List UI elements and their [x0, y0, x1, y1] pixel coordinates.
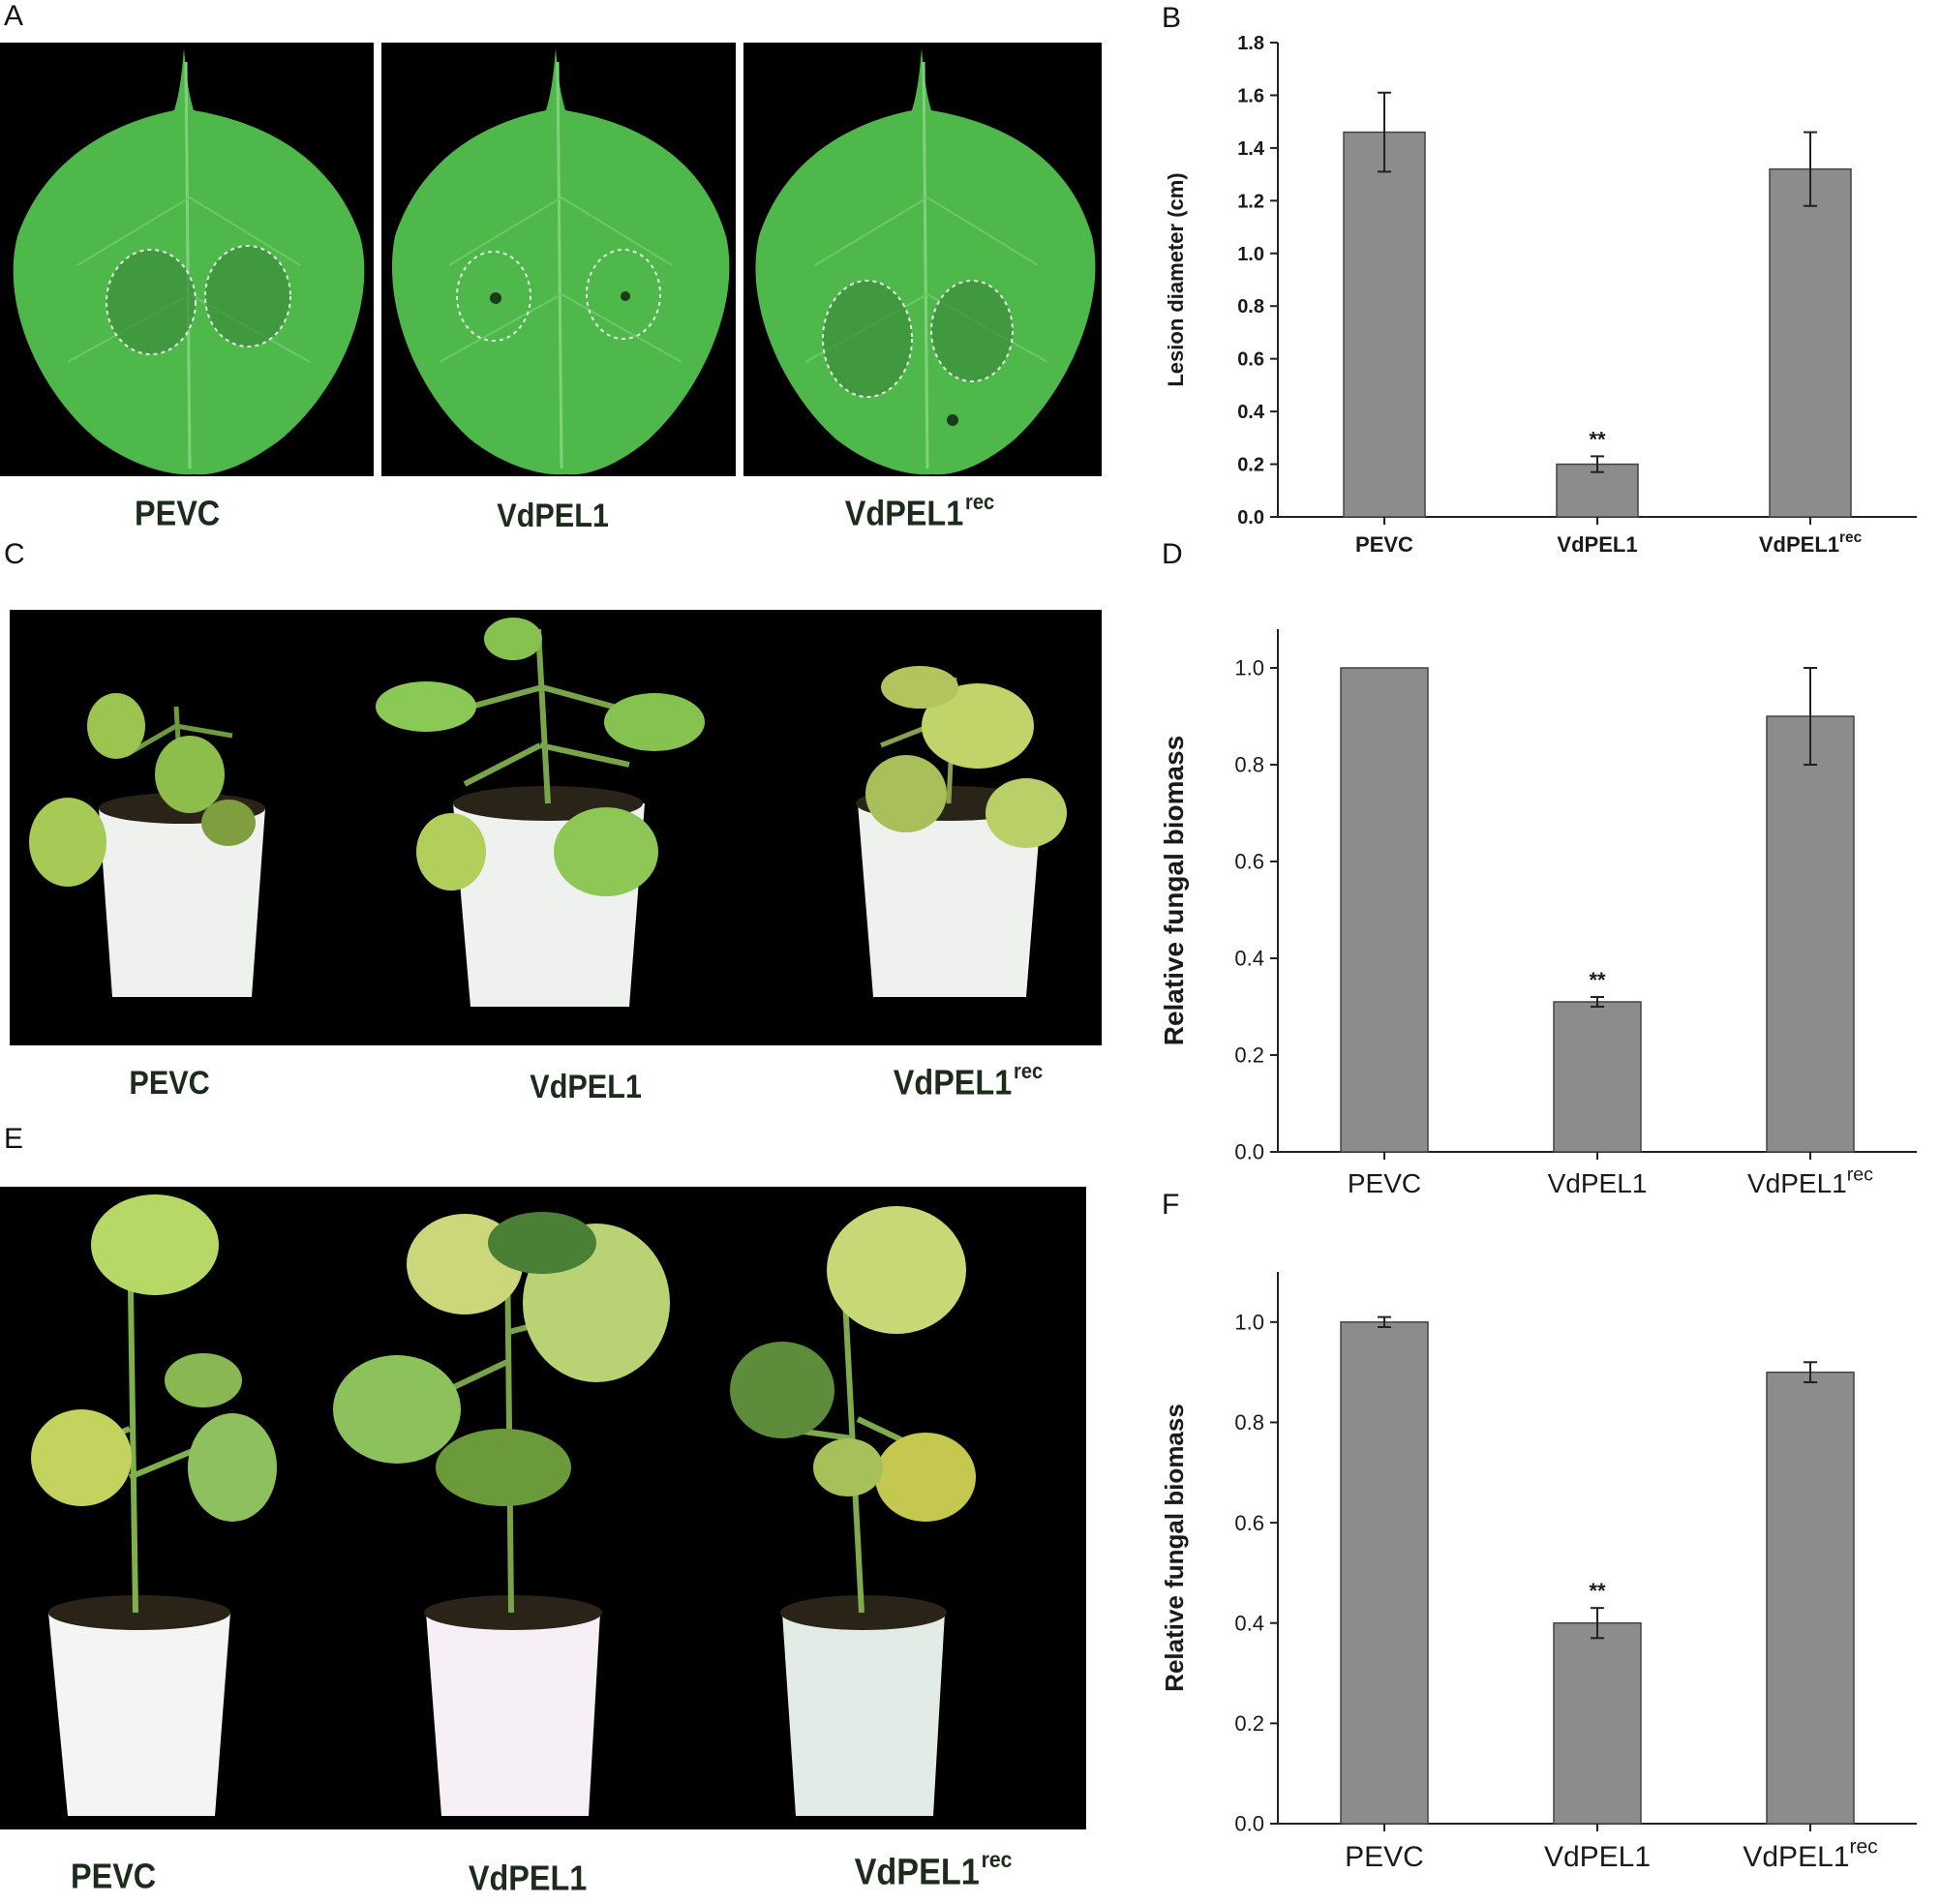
leaf-pevc-illustration — [0, 43, 374, 476]
plants-e-illustration — [0, 1187, 1086, 1829]
y-tick-label-b: 0.4 — [1237, 402, 1265, 423]
y-tick-label-f: 0.6 — [1234, 1511, 1264, 1535]
photo-label-pevc-e: PEVC — [70, 1856, 157, 1896]
photo-plants-c — [10, 610, 1102, 1045]
category-label-b-1: VdPEL1 — [1557, 532, 1637, 557]
bar-f-0 — [1340, 1321, 1429, 1825]
chart-b: 0.0 0.2 0.4 0.6 0.8 1.0 1.2 1.4 1.6 1.8 Lesion dia… — [1142, 19, 1936, 571]
photo-label-vdpel1: VdPEL1 — [497, 497, 609, 534]
panel-letter-c: C — [4, 538, 25, 570]
y-tick-label-d: 0.4 — [1234, 947, 1264, 971]
panel-letter-f: F — [1162, 1189, 1180, 1221]
bar-d-0 — [1340, 667, 1429, 1153]
plant-pevc-c — [29, 693, 265, 997]
y-tick-label-b: 0.2 — [1237, 455, 1264, 476]
y-tick-label-b: 0.6 — [1237, 349, 1264, 371]
y-tick-label-d: 1.0 — [1234, 656, 1264, 680]
plants-c-illustration — [10, 610, 1102, 1045]
error-bar-b-2 — [1804, 131, 1817, 207]
bar-b-0 — [1343, 131, 1426, 518]
photo-label-vdpel1-c: VdPEL1 — [530, 1068, 642, 1105]
y-tick-label-b: 1.0 — [1237, 244, 1264, 265]
category-label-b-2: VdPEL1rec — [1759, 529, 1863, 557]
y-tick-label-f: 0.2 — [1234, 1711, 1264, 1736]
error-bar-d-2 — [1804, 667, 1817, 766]
chart-b-svg: 0.0 0.2 0.4 0.6 0.8 1.0 1.2 1.4 1.6 1.8 Lesion dia… — [1164, 33, 1917, 557]
photo-leaf-pevc — [0, 43, 374, 476]
y-tick-label-b: 0.0 — [1237, 507, 1264, 529]
plant-vdpel1-e — [333, 1212, 670, 1816]
error-bar-f-1 — [1591, 1607, 1604, 1640]
photo-label-vdpel1-e: VdPEL1 — [468, 1858, 588, 1898]
photo-leaf-vdpel1-rec — [743, 43, 1102, 476]
significance-mark-f: ** — [1589, 1579, 1606, 1603]
category-label-d-1: VdPEL1 — [1548, 1168, 1648, 1198]
chart-d: 0.0 0.2 0.4 0.6 0.8 1.0 Relative fungal biomas… — [1142, 610, 1936, 1220]
y-tick-label-d: 0.6 — [1234, 850, 1264, 874]
y-tick-label-b: 1.6 — [1237, 85, 1264, 106]
y-tick-label-d: 0.2 — [1234, 1043, 1264, 1068]
category-label-f-2: VdPEL1rec — [1743, 1836, 1877, 1874]
y-tick-label-f: 0.4 — [1234, 1611, 1264, 1635]
photo-label-vdpel1-rec: VdPEL1rec — [844, 490, 995, 533]
chart-f: 0.0 0.2 0.4 0.6 0.8 1.0 Relative fungal biomas… — [1142, 1249, 1936, 1897]
plant-pevc-e — [31, 1194, 277, 1816]
bar-d-2 — [1766, 715, 1855, 1153]
y-tick-label-f: 0.8 — [1234, 1410, 1264, 1435]
plant-vdpel1-rec-c — [856, 666, 1067, 997]
y-tick-label-b: 0.8 — [1237, 296, 1264, 317]
bar-d-1 — [1553, 1001, 1642, 1153]
photo-label-pevc: PEVC — [134, 493, 221, 533]
error-bar-f-0 — [1378, 1315, 1391, 1328]
y-tick-label-f: 0.0 — [1234, 1812, 1264, 1836]
significance-mark-d: ** — [1589, 968, 1606, 992]
error-bar-d-1 — [1591, 996, 1604, 1008]
leaf-vdpel1-rec-illustration — [743, 43, 1102, 476]
photo-plants-e — [0, 1187, 1086, 1829]
photo-label-vdpel1-rec-e: VdPEL1rec — [854, 1847, 1013, 1893]
category-label-d-2: VdPEL1rec — [1747, 1164, 1873, 1198]
leaf-vdpel1-illustration — [381, 43, 736, 476]
y-tick-label-f: 1.0 — [1234, 1311, 1264, 1335]
plant-vdpel1-rec-e — [730, 1206, 976, 1816]
category-label-f-1: VdPEL1 — [1544, 1841, 1651, 1873]
error-bar-b-0 — [1378, 91, 1391, 173]
panel-letter-b: B — [1162, 2, 1182, 34]
error-bar-b-1 — [1591, 455, 1604, 473]
photo-label-vdpel1-rec-c: VdPEL1rec — [893, 1059, 1044, 1103]
plant-vdpel1-c — [376, 618, 705, 1007]
photo-leaf-vdpel1 — [381, 43, 736, 476]
panel-letter-d: D — [1162, 538, 1183, 570]
category-label-b-0: PEVC — [1355, 532, 1413, 557]
photo-label-pevc-c: PEVC — [129, 1064, 210, 1102]
category-label-f-0: PEVC — [1345, 1841, 1424, 1873]
y-tick-label-b: 1.8 — [1237, 33, 1264, 54]
y-axis-label-f: Relative fungal biomass — [1160, 1404, 1189, 1692]
y-tick-label-d: 0.0 — [1234, 1140, 1264, 1164]
bar-f-2 — [1766, 1371, 1855, 1825]
bar-b-2 — [1769, 167, 1852, 518]
y-tick-label-b: 1.2 — [1237, 191, 1264, 212]
chart-f-svg: 0.0 0.2 0.4 0.6 0.8 1.0 Relative fungal biomas… — [1160, 1272, 1917, 1874]
error-bar-f-2 — [1804, 1361, 1817, 1383]
panel-letter-e: E — [4, 1123, 24, 1155]
chart-d-svg: 0.0 0.2 0.4 0.6 0.8 1.0 Relative fungal biomas… — [1159, 629, 1917, 1198]
y-axis-label-d: Relative fungal biomass — [1159, 736, 1189, 1046]
category-label-d-0: PEVC — [1348, 1168, 1421, 1198]
y-tick-label-d: 0.8 — [1234, 753, 1264, 777]
bar-f-1 — [1553, 1621, 1642, 1825]
y-axis-label-b: Lesion diameter (cm) — [1164, 172, 1188, 386]
significance-mark-b: ** — [1589, 427, 1606, 451]
y-tick-label-b: 1.4 — [1237, 138, 1265, 160]
panel-letter-a: A — [4, 0, 24, 32]
